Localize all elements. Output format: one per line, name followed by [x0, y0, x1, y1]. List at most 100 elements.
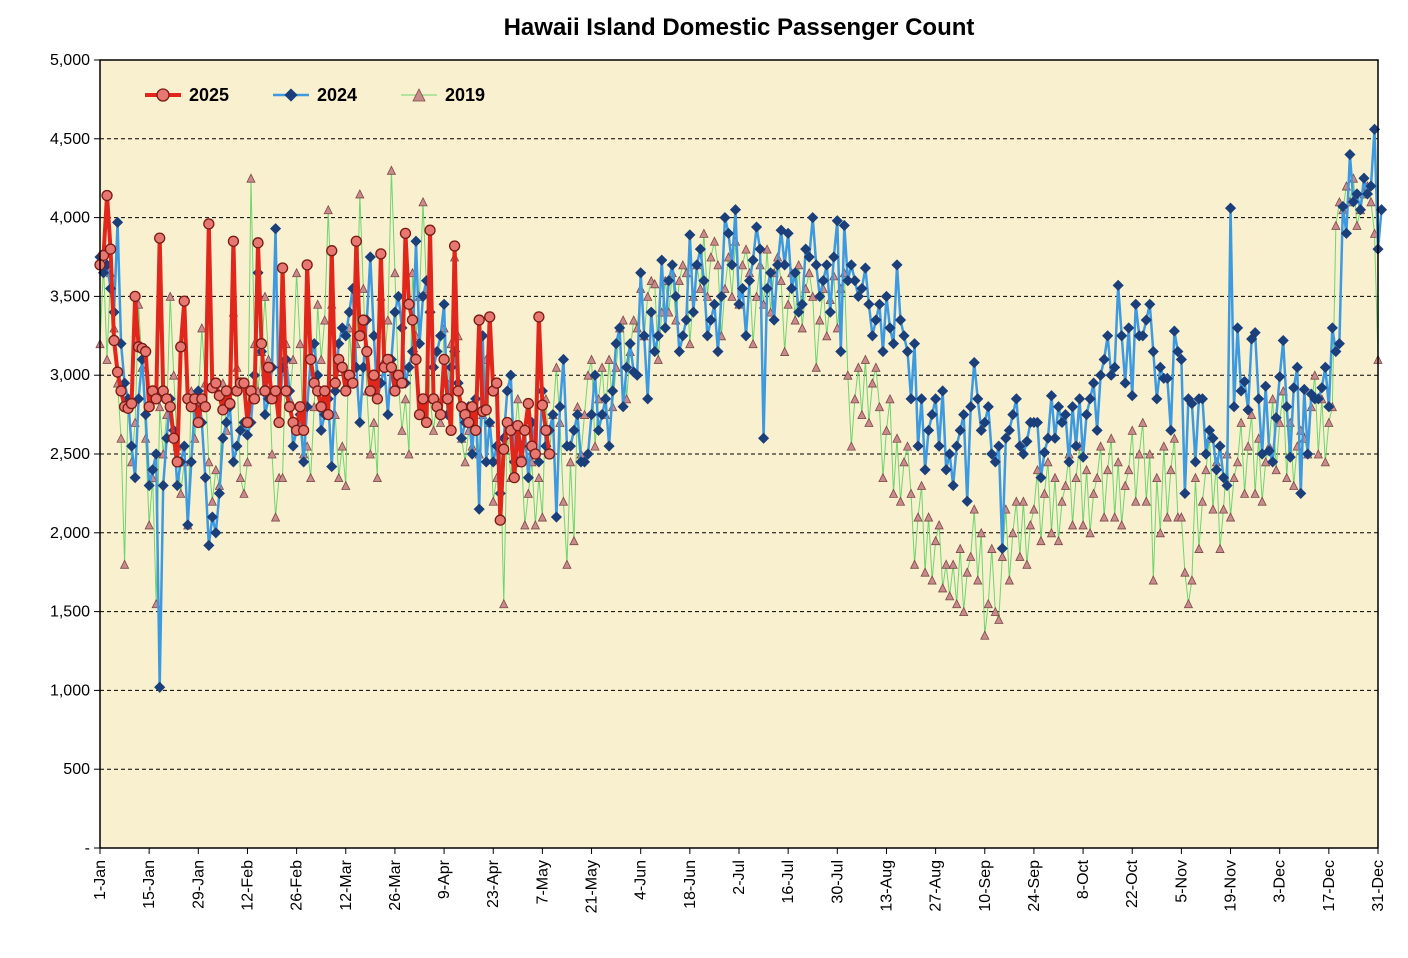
legend-label: 2024 — [317, 85, 357, 105]
series-marker-2025 — [172, 457, 182, 467]
series-marker-2025 — [509, 473, 519, 483]
series-marker-2025 — [471, 425, 481, 435]
x-tick-label: 12-Feb — [239, 860, 256, 911]
x-tick-label: 13-Aug — [878, 860, 895, 912]
x-tick-label: 21-May — [584, 860, 601, 913]
series-marker-2025 — [376, 249, 386, 259]
series-marker-2025 — [211, 378, 221, 388]
series-marker-2025 — [306, 354, 316, 364]
series-marker-2025 — [130, 291, 140, 301]
series-marker-2025 — [369, 370, 379, 380]
x-tick-label: 12-Mar — [338, 859, 355, 910]
series-marker-2025 — [281, 386, 291, 396]
legend-label: 2025 — [189, 85, 229, 105]
x-tick-label: 26-Mar — [387, 859, 404, 910]
series-marker-2025 — [141, 347, 151, 357]
x-tick-label: 3-Dec — [1272, 860, 1289, 903]
series-marker-2025 — [225, 399, 235, 409]
series-marker-2025 — [422, 417, 432, 427]
series-marker-2025 — [302, 260, 312, 270]
x-tick-label: 5-Nov — [1173, 860, 1190, 903]
series-marker-2025 — [253, 238, 263, 248]
series-marker-2025 — [165, 402, 175, 412]
x-tick-label: 18-Jun — [682, 860, 699, 909]
series-marker-2025 — [544, 449, 554, 459]
series-marker-2025 — [495, 515, 505, 525]
y-tick-label: 4,000 — [50, 210, 90, 227]
series-marker-2025 — [320, 386, 330, 396]
x-tick-label: 26-Feb — [289, 860, 306, 911]
series-marker-2025 — [453, 386, 463, 396]
series-marker-2025 — [176, 342, 186, 352]
series-marker-2025 — [228, 236, 238, 246]
x-tick-label: 30-Jul — [829, 860, 846, 904]
series-marker-2025 — [523, 399, 533, 409]
x-tick-label: 29-Jan — [190, 860, 207, 909]
series-marker-2025 — [257, 339, 267, 349]
series-marker-2025 — [348, 378, 358, 388]
series-marker-2025 — [450, 241, 460, 251]
series-marker-2025 — [400, 228, 410, 238]
x-tick-label: 22-Oct — [1124, 859, 1141, 908]
series-marker-2025 — [327, 246, 337, 256]
x-tick-label: 10-Sep — [977, 860, 994, 912]
y-tick-label: - — [85, 840, 90, 857]
series-marker-2025 — [439, 354, 449, 364]
y-tick-label: 1,000 — [50, 682, 90, 699]
series-marker-2025 — [200, 402, 210, 412]
series-marker-2025 — [492, 378, 502, 388]
series-marker-2025 — [362, 347, 372, 357]
series-marker-2025 — [443, 394, 453, 404]
legend-label: 2019 — [445, 85, 485, 105]
series-marker-2025 — [285, 402, 295, 412]
series-marker-2025 — [407, 315, 417, 325]
series-marker-2025 — [351, 236, 361, 246]
series-marker-2025 — [537, 400, 547, 410]
series-marker-2025 — [106, 244, 116, 254]
series-marker-2025 — [397, 378, 407, 388]
x-tick-label: 16-Jul — [780, 860, 797, 904]
series-marker-2025 — [446, 425, 456, 435]
x-tick-label: 9-Apr — [436, 859, 453, 899]
x-tick-label: 2-Jul — [731, 860, 748, 895]
series-marker-2025 — [242, 417, 252, 427]
series-marker-2025 — [355, 331, 365, 341]
series-marker-2025 — [520, 425, 530, 435]
y-tick-label: 3,500 — [50, 288, 90, 305]
y-tick-label: 3,000 — [50, 367, 90, 384]
x-tick-label: 1-Jan — [92, 860, 109, 900]
series-marker-2025 — [541, 425, 551, 435]
x-tick-label: 19-Nov — [1223, 860, 1240, 912]
series-marker-2025 — [358, 315, 368, 325]
y-tick-label: 500 — [63, 761, 90, 778]
series-marker-2025 — [179, 296, 189, 306]
series-marker-2025 — [323, 410, 333, 420]
y-tick-label: 1,500 — [50, 604, 90, 621]
series-marker-2025 — [113, 367, 123, 377]
series-marker-2025 — [278, 263, 288, 273]
series-marker-2025 — [295, 402, 305, 412]
series-marker-2025 — [516, 457, 526, 467]
series-marker-2025 — [127, 399, 137, 409]
series-marker-2025 — [204, 219, 214, 229]
x-tick-label: 4-Jun — [633, 860, 650, 900]
series-marker-2025 — [485, 312, 495, 322]
x-tick-label: 7-May — [534, 860, 551, 904]
series-marker-2025 — [274, 417, 284, 427]
legend-marker-icon — [157, 89, 169, 101]
series-marker-2025 — [271, 386, 281, 396]
series-marker-2025 — [467, 402, 477, 412]
series-marker-2025 — [530, 449, 540, 459]
x-tick-label: 27-Aug — [928, 860, 945, 912]
series-marker-2025 — [169, 433, 179, 443]
y-tick-label: 2,000 — [50, 525, 90, 542]
chart-svg: Hawaii Island Domestic Passenger Count-5… — [0, 0, 1408, 958]
x-tick-label: 31-Dec — [1370, 860, 1387, 912]
x-tick-label: 15-Jan — [141, 860, 158, 909]
y-tick-label: 2,500 — [50, 446, 90, 463]
series-marker-2025 — [436, 410, 446, 420]
series-marker-2025 — [474, 315, 484, 325]
x-tick-label: 23-Apr — [485, 859, 502, 908]
series-marker-2025 — [372, 394, 382, 404]
series-marker-2025 — [116, 386, 126, 396]
